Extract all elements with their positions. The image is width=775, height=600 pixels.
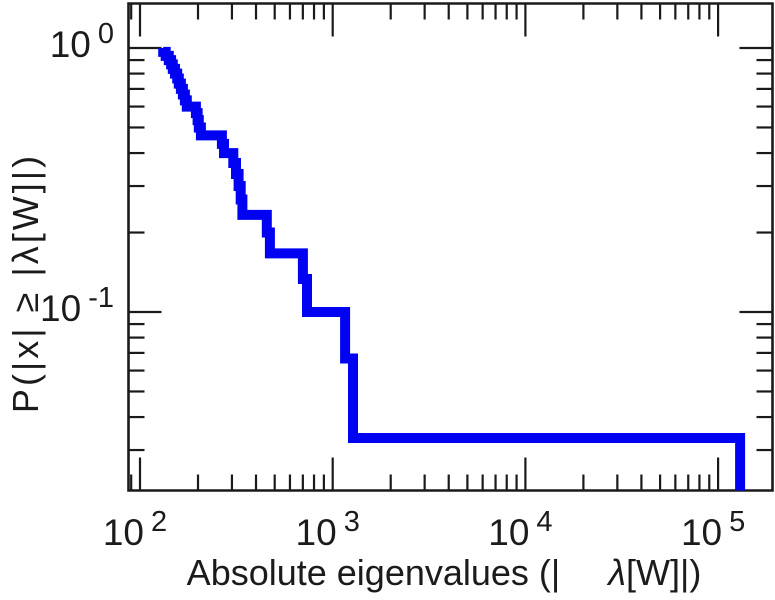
tick-mantissa: 10: [102, 512, 145, 553]
y-axis-title: P(|x| ≥ |λ[W]|): [5, 152, 46, 414]
tick-mantissa: 10: [40, 288, 82, 329]
axes-box: [127, 2, 774, 492]
tick-exponent: 2: [151, 506, 168, 538]
x-tick-label: 10 2: [102, 508, 167, 553]
tick-mantissa: 10: [49, 24, 91, 65]
x-tick-label: 10 5: [680, 508, 745, 553]
tick-exponent: 3: [343, 506, 360, 538]
tick-exponent: -1: [88, 282, 114, 314]
lambda-symbol: λ: [608, 552, 626, 593]
tick-exponent: 0: [97, 18, 114, 50]
ccdf-curve: [158, 46, 746, 491]
x-axis-title: Absolute eigenvalues (| λ[W]|): [187, 554, 702, 592]
y-tick-label: 10 0: [49, 20, 114, 65]
x-axis-title-text: Absolute eigenvalues (|: [186, 552, 561, 593]
tick-mantissa: 10: [295, 512, 337, 553]
x-tick-label: 10 3: [295, 508, 360, 553]
tick-exponent: 4: [536, 506, 553, 538]
x-tick-label: 10 4: [488, 508, 552, 553]
tick-mantissa: 10: [680, 512, 723, 553]
x-axis-title-suffix: [W]|): [625, 552, 702, 593]
tick-exponent: 5: [729, 506, 746, 538]
ccdf-step-line: [158, 46, 746, 491]
y-tick-label: 10 -1: [40, 284, 114, 329]
tick-mantissa: 10: [488, 512, 530, 553]
axis-ticks: [128, 3, 773, 491]
